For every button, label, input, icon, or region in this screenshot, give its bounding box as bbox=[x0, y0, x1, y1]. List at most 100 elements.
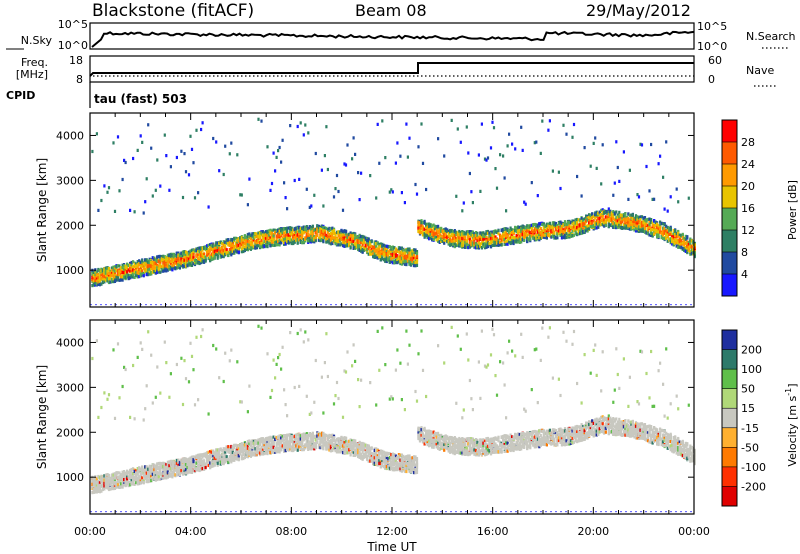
scatter-cell-1225 bbox=[240, 238, 243, 242]
scatter-cell-1057 bbox=[219, 247, 222, 251]
scatter-cell-2450 bbox=[391, 245, 394, 249]
scatter-cell-3107 bbox=[476, 231, 479, 235]
scatter-cell-2367 bbox=[381, 248, 384, 252]
scatter-cell-1855 bbox=[319, 231, 322, 235]
scatter-cell-822 bbox=[189, 249, 192, 253]
scatter-cell-3923 bbox=[579, 226, 582, 230]
scatter-cell-904 bbox=[198, 255, 201, 259]
scatter-cell-3093 bbox=[473, 237, 476, 241]
scatter-cell-3125 bbox=[477, 246, 480, 250]
scatter-cell-2048 bbox=[343, 234, 346, 238]
scatter-cell-2708 bbox=[423, 221, 426, 225]
scatter-cell-48 bbox=[95, 481, 98, 485]
scatter-cell-801 bbox=[186, 251, 189, 255]
scatter-cell-4300 bbox=[627, 197, 630, 201]
scatter-cell-3918 bbox=[577, 223, 580, 227]
scatter-cell-515 bbox=[151, 256, 154, 260]
scatter-cell-2248 bbox=[366, 240, 369, 244]
scatter-cell-133 bbox=[104, 273, 107, 277]
scatter-cell-1476 bbox=[272, 243, 275, 247]
scatter-cell-4159 bbox=[610, 220, 613, 224]
scatter-cell-2322 bbox=[375, 196, 378, 200]
scatter-cell-1797 bbox=[310, 238, 313, 242]
scatter-cell-1667 bbox=[295, 237, 298, 241]
scatter-cell-2740 bbox=[428, 229, 431, 233]
scatter-cell-199 bbox=[113, 275, 117, 279]
scatter-cell-1515 bbox=[277, 235, 280, 239]
scatter-cell-3503 bbox=[524, 202, 527, 206]
scatter-cell-4226 bbox=[618, 214, 621, 219]
scatter-cell-988 bbox=[210, 257, 213, 261]
scatter-cell-4620 bbox=[669, 241, 672, 245]
scatter-cell-1430 bbox=[266, 240, 269, 244]
scatter-cell-386 bbox=[136, 265, 139, 269]
frequency-panel: Freq. [MHz] 18 8 60 0 Nave CPID tau (fas… bbox=[6, 54, 776, 108]
scatter-cell-392 bbox=[136, 260, 139, 264]
scatter-cell-3499 bbox=[524, 225, 527, 229]
scatter-cell-2110 bbox=[349, 237, 352, 241]
scatter-cell-2591 bbox=[408, 136, 411, 140]
scatter-cell-4199 bbox=[615, 222, 618, 226]
scatter-cell-1706 bbox=[299, 230, 302, 234]
scatter-cell-4286 bbox=[627, 216, 630, 220]
scatter-cell-2373 bbox=[381, 255, 384, 259]
scatter-cell-1974 bbox=[332, 229, 336, 233]
scatter-cell-4806 bbox=[693, 255, 696, 259]
scatter-cell-3095 bbox=[473, 234, 476, 238]
scatter-cell-1834 bbox=[316, 229, 319, 234]
scatter-cell-3358 bbox=[506, 144, 509, 148]
scatter-cell-4641 bbox=[671, 239, 674, 244]
scatter-cell-1470 bbox=[270, 181, 274, 186]
scatter-cell-737 bbox=[178, 265, 181, 270]
scatter-cell-1831 bbox=[314, 231, 317, 235]
scatter-cell-2503 bbox=[399, 261, 402, 266]
scatter-cell-2761 bbox=[431, 225, 434, 229]
scatter-cell-2777 bbox=[432, 238, 435, 242]
scatter-cell-4202 bbox=[615, 216, 618, 220]
scatter-cell-2631 bbox=[414, 248, 417, 252]
scatter-cell-1717 bbox=[301, 236, 304, 240]
scatter-cell-3176 bbox=[483, 242, 487, 246]
scatter-cell-2697 bbox=[421, 228, 425, 232]
scatter-cell-492 bbox=[148, 267, 151, 271]
scatter-cell-1168 bbox=[233, 247, 236, 251]
scatter-cell-903 bbox=[198, 246, 201, 250]
scatter-cell-3042 bbox=[467, 236, 470, 241]
scatter-cell-4543 bbox=[659, 230, 662, 234]
scatter-cell-635 bbox=[166, 260, 169, 264]
scatter-cell-544 bbox=[154, 261, 157, 266]
scatter-cell-3390 bbox=[511, 234, 514, 238]
scatter-cell-1503 bbox=[275, 234, 278, 238]
scatter-cell-1019 bbox=[215, 248, 218, 252]
scatter-cell-3505 bbox=[526, 224, 529, 228]
scatter-cell-761 bbox=[181, 253, 185, 257]
scatter-cell-747 bbox=[180, 254, 183, 258]
scatter-cell-1205 bbox=[237, 237, 240, 241]
scatter-cell-2751 bbox=[429, 232, 432, 236]
scatter-cell-1720 bbox=[301, 233, 304, 237]
scatter-cell-1132 bbox=[230, 242, 233, 246]
scatter-cell-659 bbox=[169, 267, 172, 271]
scatter-cell-42 bbox=[95, 276, 98, 280]
scatter-cell-4762 bbox=[687, 240, 690, 245]
scatter-cell-957 bbox=[206, 246, 209, 251]
scatter-cell-3451 bbox=[518, 240, 521, 244]
scatter-cell-1044 bbox=[218, 241, 221, 245]
scatter-cell-1517 bbox=[277, 239, 280, 244]
scatter-cell-416 bbox=[139, 134, 142, 138]
scatter-cell-3600 bbox=[536, 233, 539, 237]
scatter-cell-3676 bbox=[547, 222, 550, 226]
scatter-cell-4347 bbox=[633, 222, 636, 226]
scatter-cell-2858 bbox=[443, 233, 446, 237]
scatter-cell-3153 bbox=[480, 122, 483, 126]
colorbar-segment bbox=[722, 230, 737, 253]
scatter-cell-1586 bbox=[284, 241, 287, 246]
scatter-cell-524 bbox=[153, 267, 156, 271]
scatter-cell-201 bbox=[113, 269, 117, 273]
scatter-cell-3579 bbox=[535, 225, 538, 229]
scatter-cell-2212 bbox=[361, 238, 364, 242]
scatter-cell-2475 bbox=[394, 250, 397, 254]
scatter-cell-2132 bbox=[352, 231, 355, 236]
scatter-cell-2553 bbox=[403, 201, 406, 205]
